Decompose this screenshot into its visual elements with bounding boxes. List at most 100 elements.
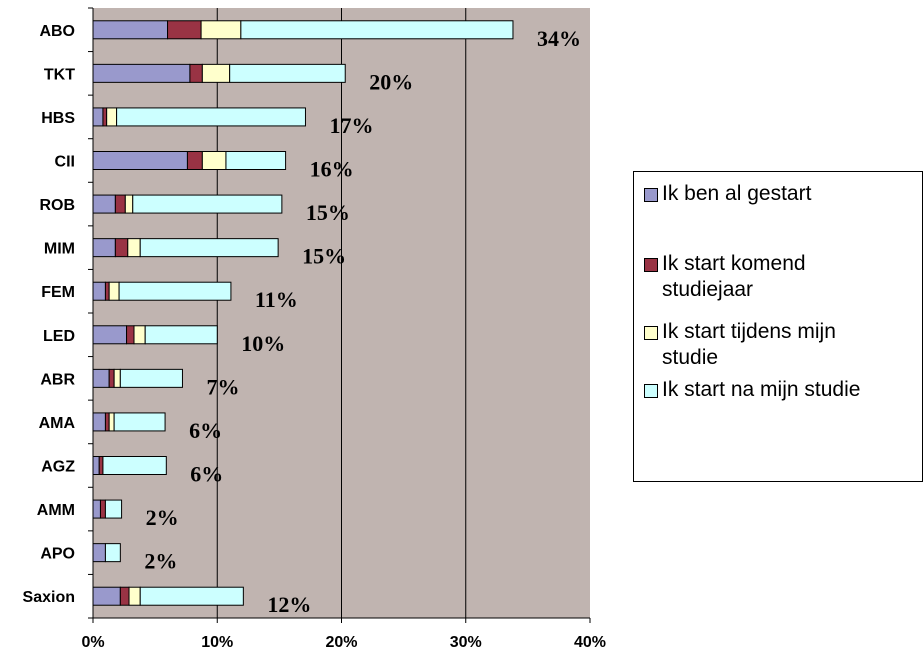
legend-item-during-study: Ik start tijdens mijn studie bbox=[644, 319, 922, 371]
bar-segment bbox=[132, 194, 283, 214]
bar-segment bbox=[92, 368, 110, 388]
bar-segment bbox=[92, 281, 106, 301]
legend-label: Ik start komend studiejaar bbox=[662, 252, 806, 301]
bar-segment bbox=[118, 281, 232, 301]
bar-segment bbox=[113, 412, 166, 432]
bar-segment bbox=[144, 325, 218, 345]
total-label: 10% bbox=[241, 331, 285, 356]
total-label: 34% bbox=[537, 26, 581, 51]
category-label: AMA bbox=[39, 415, 76, 432]
bar-segment bbox=[139, 586, 244, 606]
bar-segment bbox=[167, 20, 202, 40]
bar-segment bbox=[108, 368, 115, 388]
total-label: 15% bbox=[306, 200, 350, 225]
bar-segment bbox=[92, 499, 101, 519]
category-label: TKT bbox=[44, 66, 75, 83]
legend-swatch bbox=[644, 188, 658, 202]
bar-segment bbox=[92, 63, 191, 83]
category-label: ABO bbox=[39, 23, 75, 40]
category-label: AMM bbox=[37, 502, 75, 519]
bar-segment bbox=[92, 151, 188, 170]
bar-segment bbox=[201, 151, 227, 170]
total-label: 2% bbox=[144, 549, 177, 574]
total-label: 12% bbox=[267, 592, 311, 617]
bar-segment bbox=[114, 194, 126, 214]
bar-segment bbox=[201, 63, 231, 83]
bars bbox=[92, 20, 514, 606]
legend-item-next-year: Ik start komend studiejaar bbox=[644, 251, 922, 303]
legend-swatch bbox=[644, 258, 658, 272]
bar-segment bbox=[186, 151, 203, 170]
total-label: 2% bbox=[146, 505, 179, 530]
bar-segment bbox=[229, 63, 346, 83]
category-label: ABR bbox=[40, 371, 75, 388]
bar-segment bbox=[104, 281, 110, 301]
total-label: 11% bbox=[255, 287, 298, 312]
total-label: 16% bbox=[310, 157, 354, 182]
category-label: MIM bbox=[44, 241, 75, 258]
total-label: 6% bbox=[189, 418, 222, 443]
total-label: 17% bbox=[329, 113, 373, 138]
category-label: APO bbox=[40, 546, 75, 563]
x-tick-label: 10% bbox=[201, 634, 233, 651]
bar-segment bbox=[113, 368, 121, 388]
bar-segment bbox=[92, 325, 128, 345]
legend-item-after-study: Ik start na mijn studie bbox=[644, 377, 922, 403]
bar-segment bbox=[133, 325, 146, 345]
bar-segment bbox=[108, 281, 120, 301]
bar-segment bbox=[119, 368, 183, 388]
total-labels: 34%20%17%16%15%15%11%10%7%6%6%2%2%12% bbox=[144, 26, 581, 617]
total-label: 7% bbox=[206, 374, 239, 399]
total-label: 20% bbox=[369, 69, 413, 94]
legend-label: Ik ben al gestart bbox=[662, 182, 812, 205]
axis-ticks bbox=[88, 7, 591, 623]
x-tick-labels: 0% 10% 20% 30% 40% bbox=[81, 634, 606, 651]
bar-segment bbox=[225, 151, 287, 170]
legend-swatch bbox=[644, 326, 658, 340]
bar-segment bbox=[92, 456, 100, 475]
bar-segment bbox=[114, 238, 129, 258]
category-label: Saxion bbox=[23, 589, 75, 606]
bar-segment bbox=[102, 107, 108, 127]
bar-segment bbox=[240, 20, 514, 40]
total-label: 6% bbox=[190, 462, 223, 487]
bar-segment bbox=[126, 325, 135, 345]
bar-segment bbox=[104, 499, 123, 519]
category-label: ROB bbox=[39, 197, 75, 214]
x-tick-label: 30% bbox=[450, 634, 482, 651]
bar-segment bbox=[200, 20, 242, 40]
bar-segment bbox=[92, 412, 106, 432]
category-label: AGZ bbox=[41, 459, 75, 476]
category-labels: ABO TKT HBS CII ROB MIM FEM LED ABR AMA AGZ AMM APO S… bbox=[23, 23, 76, 606]
bar-segment bbox=[92, 107, 104, 127]
bar-segment bbox=[99, 499, 106, 519]
legend: Ik ben al gestart Ik start komend studiej… bbox=[633, 171, 923, 482]
bar-segment bbox=[98, 456, 104, 475]
bar-segment bbox=[124, 194, 134, 214]
bar-segment bbox=[127, 238, 141, 258]
legend-label: Ik start na mijn studie bbox=[662, 378, 861, 401]
x-tick-label: 20% bbox=[325, 634, 357, 651]
bar-segment bbox=[102, 456, 167, 475]
bar-segment bbox=[139, 238, 279, 258]
bar-segment bbox=[189, 63, 203, 83]
x-tick-label: 0% bbox=[81, 634, 104, 651]
legend-label: Ik start tijdens mijn studie bbox=[662, 320, 836, 369]
bar-segment bbox=[104, 543, 121, 563]
bar-segment bbox=[116, 107, 306, 127]
x-tick-label: 40% bbox=[574, 634, 606, 651]
category-label: CII bbox=[55, 154, 75, 171]
bar-segment bbox=[92, 20, 169, 40]
bar-segment bbox=[92, 543, 106, 563]
bar-segment bbox=[119, 586, 130, 606]
bar-segment bbox=[104, 412, 110, 432]
bar-segment bbox=[92, 586, 121, 606]
category-label: FEM bbox=[41, 284, 75, 301]
category-label: HBS bbox=[41, 110, 75, 127]
bar-segment bbox=[92, 194, 116, 214]
bar-segment bbox=[128, 586, 141, 606]
legend-item-already-started: Ik ben al gestart bbox=[644, 181, 922, 207]
bar-segment bbox=[108, 412, 115, 432]
bar-segment bbox=[92, 238, 116, 258]
